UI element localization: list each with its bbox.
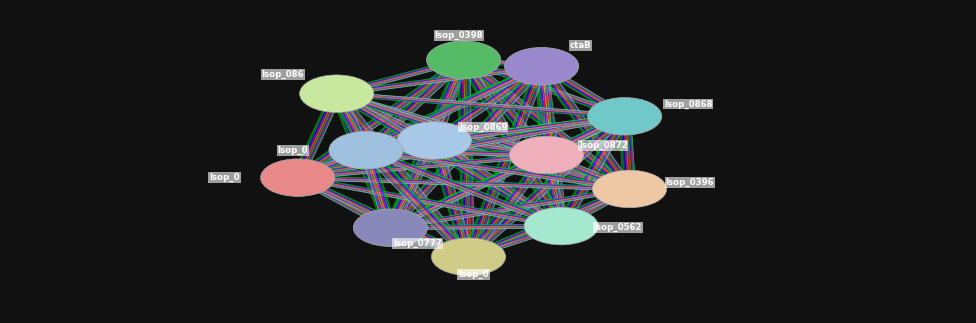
- Text: lsop_0: lsop_0: [209, 173, 240, 182]
- Ellipse shape: [329, 131, 403, 169]
- Text: lsop_0: lsop_0: [277, 146, 308, 155]
- Ellipse shape: [261, 159, 335, 196]
- Ellipse shape: [300, 75, 374, 112]
- Ellipse shape: [505, 47, 579, 85]
- Ellipse shape: [524, 207, 598, 245]
- Ellipse shape: [353, 209, 427, 246]
- Text: lsop_0: lsop_0: [458, 270, 489, 279]
- Ellipse shape: [509, 136, 584, 174]
- Text: lsop_0777: lsop_0777: [393, 239, 442, 248]
- Ellipse shape: [592, 170, 667, 208]
- Text: lsop_0868: lsop_0868: [664, 99, 712, 109]
- Text: lsop_0562: lsop_0562: [593, 223, 642, 232]
- Ellipse shape: [588, 98, 662, 135]
- Ellipse shape: [431, 238, 506, 276]
- Text: lsop_086: lsop_086: [262, 70, 305, 79]
- Ellipse shape: [397, 122, 471, 159]
- Text: lsop_0398: lsop_0398: [434, 31, 483, 40]
- Text: ctaB: ctaB: [570, 41, 591, 50]
- Text: lsop_0872: lsop_0872: [579, 141, 628, 150]
- Ellipse shape: [427, 41, 501, 78]
- Text: lsop_0396: lsop_0396: [666, 178, 714, 187]
- Text: lsop_0869: lsop_0869: [459, 122, 508, 131]
